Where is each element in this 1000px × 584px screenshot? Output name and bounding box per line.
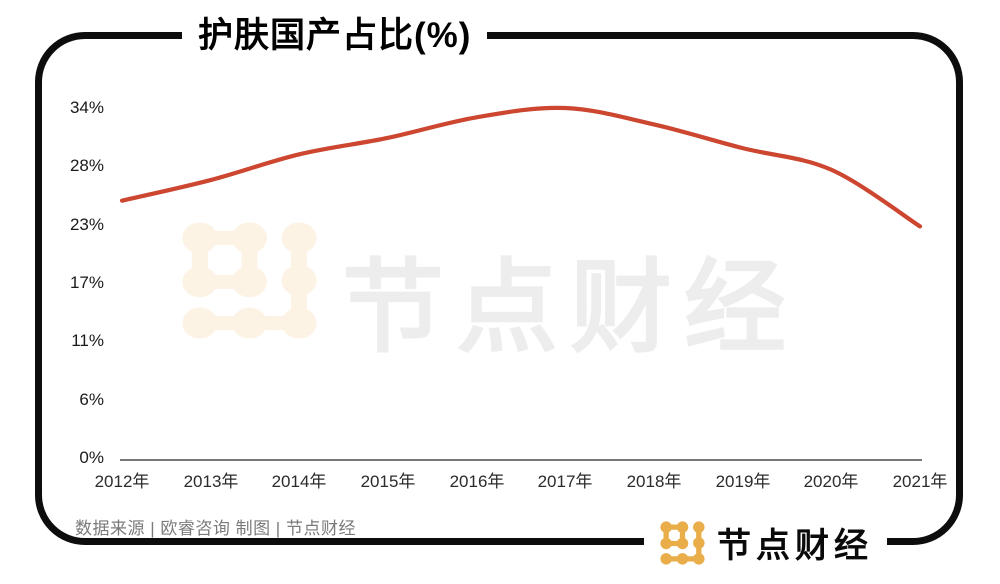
jiedian-logo-icon [660, 520, 705, 565]
y-tick-label: 23% [69, 215, 104, 234]
y-tick-label: 6% [79, 390, 104, 409]
jiedian-logo-text: 节点财经 [717, 527, 873, 565]
jiedian-logo: 节点财经 [644, 514, 887, 571]
line-series [119, 105, 923, 229]
x-tick-label: 2021年 [892, 472, 948, 491]
chart-title: 护肤国产占比(%) [182, 5, 488, 60]
x-tick-label: 2020年 [803, 472, 859, 491]
y-tick-label: 11% [71, 331, 104, 350]
y-tick-label: 17% [69, 273, 104, 292]
x-tick-label: 2018年 [626, 472, 682, 491]
card-border [35, 32, 963, 545]
x-tick-label: 2013年 [183, 472, 239, 491]
x-tick-label: 2014年 [271, 472, 327, 491]
x-tick-label: 2015年 [360, 472, 416, 491]
y-tick-label: 0% [79, 448, 104, 467]
x-tick-label: 2017年 [537, 472, 593, 491]
y-tick-label: 34% [69, 98, 104, 117]
x-tick-label: 2016年 [449, 472, 505, 491]
y-tick-label: 28% [69, 156, 104, 175]
x-tick-label: 2019年 [715, 472, 771, 491]
source-note: 数据来源 | 欧睿咨询 制图 | 节点财经 [75, 519, 356, 538]
x-tick-label: 2012年 [94, 472, 150, 491]
